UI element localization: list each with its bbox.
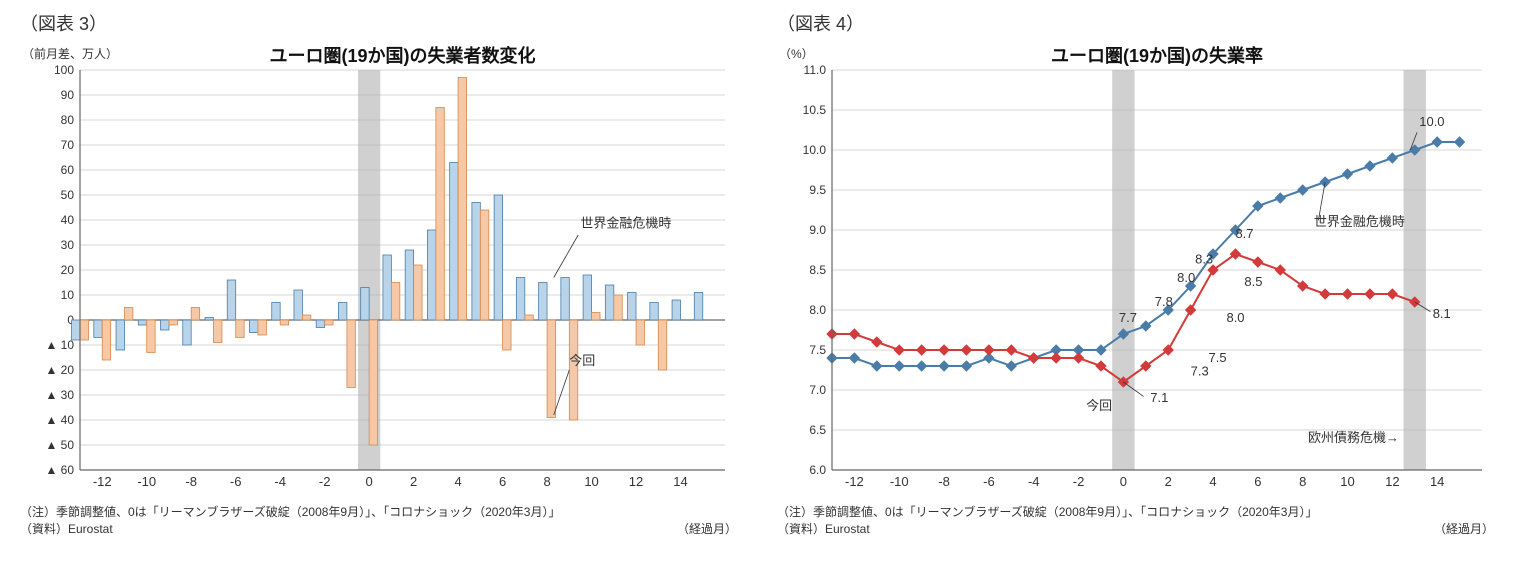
chart3-note: （注）季節調整値、0は「リーマンブラザーズ破綻（2008年9月）」、「コロナショ… <box>20 504 737 521</box>
chart4-footer: （注）季節調整値、0は「リーマンブラザーズ破綻（2008年9月）」、「コロナショ… <box>777 504 1494 538</box>
svg-text:80: 80 <box>61 113 75 127</box>
svg-text:-10: -10 <box>137 474 156 489</box>
svg-text:世界金融危機時: 世界金融危機時 <box>1314 214 1405 229</box>
svg-text:7.8: 7.8 <box>1155 294 1173 309</box>
svg-text:20: 20 <box>61 263 75 277</box>
svg-text:70: 70 <box>61 138 75 152</box>
svg-text:8.7: 8.7 <box>1235 226 1253 241</box>
svg-text:50: 50 <box>61 188 75 202</box>
svg-text:-12: -12 <box>93 474 112 489</box>
svg-text:7.1: 7.1 <box>1150 390 1168 405</box>
svg-text:6.5: 6.5 <box>809 423 826 437</box>
svg-text:-2: -2 <box>1073 474 1085 489</box>
svg-text:40: 40 <box>61 213 75 227</box>
svg-text:7.0: 7.0 <box>809 383 826 397</box>
svg-text:6: 6 <box>499 474 506 489</box>
svg-text:今回: 今回 <box>1086 398 1112 413</box>
svg-text:ユーロ圏(19か国)の失業者数変化: ユーロ圏(19か国)の失業者数変化 <box>269 45 535 66</box>
svg-text:8.0: 8.0 <box>809 303 826 317</box>
svg-text:7.5: 7.5 <box>1209 350 1227 365</box>
svg-text:9.5: 9.5 <box>809 183 826 197</box>
svg-text:欧州債務危機→: 欧州債務危機→ <box>1308 430 1399 445</box>
chart4-panel: （図表 4） 6.0 6.5 7.0 7.5 8.0 8.5 9.0 9.5 10.0 10.5 1… <box>757 0 1514 565</box>
svg-text:10.5: 10.5 <box>803 103 827 117</box>
chart4-svg: 6.0 6.5 7.0 7.5 8.0 8.5 9.0 9.5 10.0 10.5 11.0 -12 -… <box>777 40 1497 500</box>
svg-text:12: 12 <box>1385 474 1399 489</box>
svg-text:10.0: 10.0 <box>1419 114 1444 129</box>
svg-text:▲ 10: ▲ 10 <box>45 338 74 352</box>
svg-text:7.3: 7.3 <box>1191 364 1209 379</box>
chart3-source: （資料）Eurostat <box>20 521 113 538</box>
svg-text:4: 4 <box>1209 474 1216 489</box>
svg-text:8.3: 8.3 <box>1195 252 1213 267</box>
svg-text:10: 10 <box>584 474 598 489</box>
svg-text:10: 10 <box>1340 474 1354 489</box>
svg-text:▲ 60: ▲ 60 <box>45 463 74 477</box>
svg-text:0: 0 <box>366 474 373 489</box>
svg-text:7.7: 7.7 <box>1119 310 1137 325</box>
chart4-source: （資料）Eurostat <box>777 521 870 538</box>
svg-text:-6: -6 <box>983 474 995 489</box>
svg-text:今回: 今回 <box>569 353 595 368</box>
chart4-figure-label: （図表 4） <box>777 10 1494 36</box>
svg-text:60: 60 <box>61 163 75 177</box>
svg-text:7.5: 7.5 <box>809 343 826 357</box>
chart3-area: ▲ 60 ▲ 50 ▲ 40 ▲ 30 ▲ 20 ▲ 10 0 10 20 30 40 50 60 70 8… <box>20 40 737 500</box>
chart4-note: （注）季節調整値、0は「リーマンブラザーズ破綻（2008年9月）」、「コロナショ… <box>777 504 1494 521</box>
svg-text:9.0: 9.0 <box>809 223 826 237</box>
svg-text:-8: -8 <box>938 474 950 489</box>
svg-text:▲ 50: ▲ 50 <box>45 438 74 452</box>
svg-text:▲ 30: ▲ 30 <box>45 388 74 402</box>
svg-text:-4: -4 <box>1028 474 1040 489</box>
svg-text:8.0: 8.0 <box>1177 270 1195 285</box>
chart3-xlabel: （経過月） <box>677 521 737 538</box>
svg-text:▲ 40: ▲ 40 <box>45 413 74 427</box>
svg-text:（%）: （%） <box>779 47 814 61</box>
svg-text:6: 6 <box>1254 474 1261 489</box>
svg-text:30: 30 <box>61 238 75 252</box>
svg-text:世界金融危機時: 世界金融危機時 <box>580 216 671 231</box>
svg-text:14: 14 <box>673 474 687 489</box>
svg-text:4: 4 <box>454 474 461 489</box>
chart4-xlabel: （経過月） <box>1434 521 1494 538</box>
svg-text:8: 8 <box>1299 474 1306 489</box>
svg-text:12: 12 <box>629 474 643 489</box>
svg-text:▲ 20: ▲ 20 <box>45 363 74 377</box>
svg-text:2: 2 <box>410 474 417 489</box>
svg-text:-10: -10 <box>890 474 909 489</box>
svg-text:8: 8 <box>543 474 550 489</box>
svg-text:-2: -2 <box>319 474 331 489</box>
svg-text:8.5: 8.5 <box>809 263 826 277</box>
svg-text:10.0: 10.0 <box>803 143 827 157</box>
svg-text:11.0: 11.0 <box>804 63 827 77</box>
svg-text:（前月差、万人）: （前月差、万人） <box>22 46 118 61</box>
chart3-footer: （注）季節調整値、0は「リーマンブラザーズ破綻（2008年9月）」、「コロナショ… <box>20 504 737 538</box>
svg-text:0: 0 <box>1120 474 1127 489</box>
svg-text:-8: -8 <box>185 474 197 489</box>
svg-text:-12: -12 <box>845 474 864 489</box>
svg-text:ユーロ圏(19か国)の失業率: ユーロ圏(19か国)の失業率 <box>1051 45 1263 66</box>
svg-text:8.0: 8.0 <box>1226 310 1244 325</box>
svg-text:-4: -4 <box>274 474 286 489</box>
chart3-svg: ▲ 60 ▲ 50 ▲ 40 ▲ 30 ▲ 20 ▲ 10 0 10 20 30 40 50 60 70 8… <box>20 40 740 500</box>
svg-text:90: 90 <box>61 88 75 102</box>
svg-text:-6: -6 <box>230 474 242 489</box>
svg-text:8.5: 8.5 <box>1244 274 1262 289</box>
svg-text:8.1: 8.1 <box>1433 306 1451 321</box>
svg-text:6.0: 6.0 <box>809 463 826 477</box>
svg-text:10: 10 <box>61 288 75 302</box>
svg-text:100: 100 <box>54 63 74 77</box>
chart4-area: 6.0 6.5 7.0 7.5 8.0 8.5 9.0 9.5 10.0 10.5 11.0 -12 -… <box>777 40 1494 500</box>
svg-text:2: 2 <box>1165 474 1172 489</box>
chart3-panel: （図表 3） ▲ 60 ▲ 50 ▲ 40 ▲ 30 ▲ 20 ▲ 10 0 10 20 30 40… <box>0 0 757 565</box>
chart3-figure-label: （図表 3） <box>20 10 737 36</box>
svg-text:14: 14 <box>1430 474 1444 489</box>
